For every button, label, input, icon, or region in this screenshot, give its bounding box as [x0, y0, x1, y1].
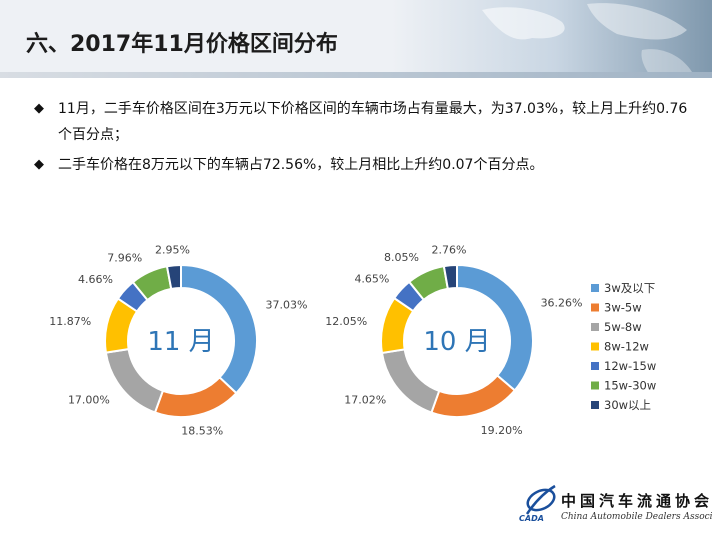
legend-swatch — [591, 362, 599, 370]
donut-slice-nov-6 — [165, 263, 182, 291]
bullet-list: ◆ 11月，二手车价格区间在3万元以下价格区间的车辆市场占有量最大，为37.03… — [30, 96, 690, 182]
diamond-bullet-icon: ◆ — [34, 101, 44, 116]
donut-slice-oct-2 — [380, 348, 441, 414]
center-month-label: 11 月 — [147, 327, 214, 357]
legend-label: 5w-8w — [604, 320, 642, 334]
data-label: 4.65% — [354, 273, 389, 286]
bullet-item: ◆ 二手车价格在8万元以下的车辆占72.56%，较上月相比上升约0.07个百分点… — [30, 152, 690, 178]
donut-slice-nov-1 — [153, 375, 238, 418]
data-label: 2.95% — [155, 243, 190, 256]
legend-swatch — [591, 401, 599, 409]
center-month-label: 10 月 — [423, 327, 490, 357]
cada-logo-icon — [525, 484, 556, 515]
donut-slice-nov-2 — [104, 347, 165, 414]
org-name-cn: 中国汽车流通协会 — [561, 492, 712, 510]
legend-label: 30w以上 — [604, 398, 651, 412]
legend-label: 15w-30w — [604, 379, 656, 393]
bullet-item: ◆ 11月，二手车价格区间在3万元以下价格区间的车辆市场占有量最大，为37.03… — [30, 96, 690, 148]
legend-label: 3w-5w — [604, 301, 642, 315]
legend-swatch — [591, 323, 599, 331]
data-label: 8.05% — [384, 251, 419, 264]
legend-label: 8w-12w — [604, 340, 649, 354]
data-label: 36.26% — [541, 297, 583, 310]
world-map-graphic — [482, 3, 692, 78]
donut-slice-oct-6 — [442, 263, 458, 290]
legend-label: 12w-15w — [604, 359, 656, 373]
data-label: 2.76% — [432, 243, 467, 256]
data-label: 18.53% — [181, 425, 223, 438]
page-title: 六、2017年11月价格区间分布 — [26, 32, 338, 57]
legend-swatch — [591, 342, 599, 351]
org-name-en: China Automobile Dealers Association — [561, 512, 712, 522]
donut-slice-oct-1 — [430, 374, 517, 418]
data-label: 4.66% — [78, 273, 113, 286]
legend-swatch — [591, 381, 599, 390]
header-underline — [0, 72, 712, 78]
data-label: 19.20% — [481, 424, 523, 437]
legend-swatch — [591, 284, 599, 292]
data-label: 17.00% — [68, 393, 110, 406]
logo-abbr: CADA — [519, 514, 544, 523]
bullet-text: 二手车价格在8万元以下的车辆占72.56%，较上月相比上升约0.07个百分点。 — [58, 157, 544, 173]
legend-label: 3w及以下 — [604, 281, 655, 295]
legend-swatch — [591, 303, 599, 312]
data-label: 12.05% — [325, 315, 367, 328]
diamond-bullet-icon: ◆ — [34, 157, 44, 172]
data-label: 11.87% — [49, 315, 91, 328]
data-label: 17.02% — [344, 394, 386, 407]
header-banner — [0, 0, 712, 78]
bullet-text: 11月，二手车价格区间在3万元以下价格区间的车辆市场占有量最大，为37.03%，… — [58, 101, 688, 143]
data-label: 7.96% — [107, 252, 142, 265]
data-label: 37.03% — [265, 299, 307, 312]
footer-logo: CADA 中国汽车流通协会 China Automobile Dealers A… — [515, 484, 712, 530]
